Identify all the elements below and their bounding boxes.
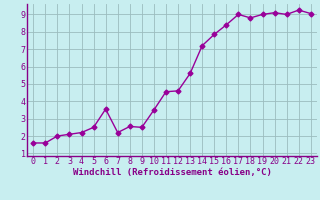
X-axis label: Windchill (Refroidissement éolien,°C): Windchill (Refroidissement éolien,°C) — [73, 168, 271, 177]
